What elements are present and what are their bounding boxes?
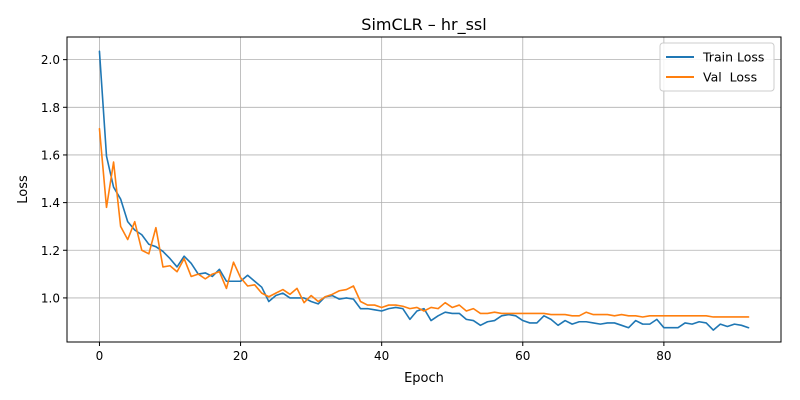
x-axis-label: Epoch xyxy=(404,371,444,386)
x-tick-label: 60 xyxy=(515,349,530,363)
legend: Train Loss Val Loss xyxy=(659,42,775,92)
y-tick-label: 2.0 xyxy=(41,53,60,67)
legend-box xyxy=(659,42,775,92)
legend-label-train-loss: Train Loss xyxy=(702,50,764,65)
y-tick-label: 1.4 xyxy=(41,196,60,210)
y-tick-label: 1.2 xyxy=(41,244,60,258)
y-axis-label: Loss xyxy=(16,175,31,204)
chart-title: SimCLR – hr_ssl xyxy=(361,15,486,35)
x-tick-label: 20 xyxy=(233,349,248,363)
legend-label-val-loss: Val Loss xyxy=(703,70,757,85)
y-tick-label: 1.0 xyxy=(41,291,60,305)
y-tick-label: 1.6 xyxy=(41,148,60,162)
series-lines xyxy=(98,50,750,331)
x-tick-label: 40 xyxy=(374,349,389,363)
series-line-train-loss xyxy=(98,50,750,331)
ticks: 0 20 40 60 80 1.0 1.2 1.4 1.6 1.8 2.0 xyxy=(41,53,672,363)
x-tick-label: 80 xyxy=(656,349,671,363)
series-line-val-loss xyxy=(98,127,750,318)
plot-frame xyxy=(66,36,782,343)
y-tick-label: 1.8 xyxy=(41,101,60,115)
x-tick-label: 0 xyxy=(96,349,104,363)
